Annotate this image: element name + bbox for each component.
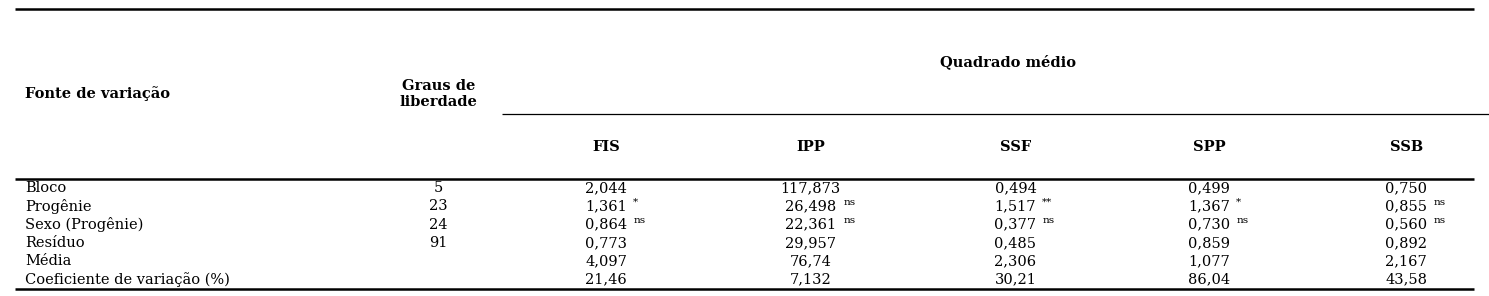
Text: ns: ns <box>1434 198 1446 207</box>
Text: 4,097: 4,097 <box>585 254 627 268</box>
Text: SSB: SSB <box>1389 139 1423 154</box>
Text: 0,892: 0,892 <box>1385 236 1428 250</box>
Text: 1,361: 1,361 <box>585 200 627 213</box>
Text: Graus de
liberdade: Graus de liberdade <box>399 79 478 109</box>
Text: ns: ns <box>1236 216 1248 225</box>
Text: Fonte de variação: Fonte de variação <box>25 86 170 102</box>
Text: 0,855: 0,855 <box>1385 200 1428 213</box>
Text: 0,499: 0,499 <box>1188 181 1230 195</box>
Text: 0,730: 0,730 <box>1188 218 1230 232</box>
Text: 1,077: 1,077 <box>1188 254 1230 268</box>
Text: *: * <box>633 198 639 207</box>
Text: FIS: FIS <box>593 139 619 154</box>
Text: ns: ns <box>1042 216 1054 225</box>
Text: Coeficiente de variação (%): Coeficiente de variação (%) <box>25 272 231 287</box>
Text: 117,873: 117,873 <box>780 181 841 195</box>
Text: Bloco: Bloco <box>25 181 67 195</box>
Text: 1,517: 1,517 <box>995 200 1036 213</box>
Text: Progênie: Progênie <box>25 199 92 214</box>
Text: 23: 23 <box>429 200 448 213</box>
Text: *: * <box>1236 198 1242 207</box>
Text: Resíduo: Resíduo <box>25 236 85 250</box>
Text: ns: ns <box>844 216 856 225</box>
Text: 30,21: 30,21 <box>995 273 1036 287</box>
Text: 76,74: 76,74 <box>789 254 832 268</box>
Text: 2,306: 2,306 <box>995 254 1036 268</box>
Text: 5: 5 <box>433 181 444 195</box>
Text: ns: ns <box>633 216 645 225</box>
Text: 2,167: 2,167 <box>1385 254 1428 268</box>
Text: 0,750: 0,750 <box>1385 181 1428 195</box>
Text: ns: ns <box>844 198 856 207</box>
Text: 0,773: 0,773 <box>585 236 627 250</box>
Text: 86,04: 86,04 <box>1188 273 1230 287</box>
Text: 0,864: 0,864 <box>585 218 627 232</box>
Text: 7,132: 7,132 <box>789 273 832 287</box>
Text: **: ** <box>1042 198 1053 207</box>
Text: SSF: SSF <box>1001 139 1030 154</box>
Text: 91: 91 <box>429 236 448 250</box>
Text: Média: Média <box>25 254 71 268</box>
Text: 0,560: 0,560 <box>1385 218 1428 232</box>
Text: 29,957: 29,957 <box>785 236 837 250</box>
Text: ns: ns <box>1434 216 1446 225</box>
Text: 0,494: 0,494 <box>995 181 1036 195</box>
Text: 0,485: 0,485 <box>995 236 1036 250</box>
Text: Quadrado médio: Quadrado médio <box>940 54 1077 69</box>
Text: 21,46: 21,46 <box>585 273 627 287</box>
Text: 26,498: 26,498 <box>785 200 837 213</box>
Text: 22,361: 22,361 <box>785 218 837 232</box>
Text: 0,377: 0,377 <box>995 218 1036 232</box>
Text: 0,859: 0,859 <box>1188 236 1230 250</box>
Text: 2,044: 2,044 <box>585 181 627 195</box>
Text: 24: 24 <box>429 218 448 232</box>
Text: Sexo (Progênie): Sexo (Progênie) <box>25 217 143 232</box>
Text: 43,58: 43,58 <box>1385 273 1428 287</box>
Text: IPP: IPP <box>797 139 825 154</box>
Text: 1,367: 1,367 <box>1188 200 1230 213</box>
Text: SPP: SPP <box>1193 139 1225 154</box>
